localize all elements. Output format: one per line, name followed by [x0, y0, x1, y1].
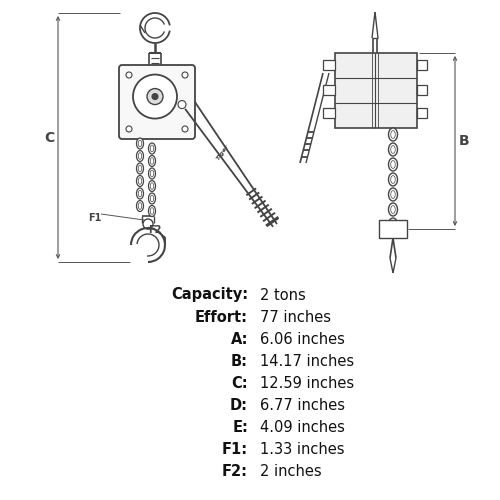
Ellipse shape [391, 160, 395, 168]
Ellipse shape [150, 170, 154, 177]
Ellipse shape [391, 146, 395, 154]
Ellipse shape [388, 188, 398, 201]
Text: D:: D: [230, 398, 248, 412]
Ellipse shape [138, 178, 142, 184]
Circle shape [147, 88, 163, 104]
Bar [323, 85, 335, 95]
Circle shape [152, 94, 158, 100]
Ellipse shape [388, 203, 398, 216]
Text: 6.77 inches: 6.77 inches [260, 398, 345, 412]
Text: F2:: F2: [222, 464, 248, 478]
Circle shape [182, 72, 188, 78]
Ellipse shape [138, 152, 142, 160]
Text: 2 inches: 2 inches [260, 464, 322, 478]
Bar [323, 108, 335, 118]
Ellipse shape [388, 173, 398, 186]
Ellipse shape [150, 145, 154, 152]
Ellipse shape [391, 130, 395, 138]
Circle shape [182, 126, 188, 132]
Text: E:: E: [232, 420, 248, 434]
Circle shape [126, 126, 132, 132]
Ellipse shape [150, 195, 154, 202]
Ellipse shape [138, 140, 142, 147]
Ellipse shape [391, 220, 395, 228]
Ellipse shape [138, 190, 142, 197]
Ellipse shape [148, 206, 156, 216]
Text: 12.59 inches: 12.59 inches [260, 376, 354, 390]
Ellipse shape [388, 128, 398, 141]
Ellipse shape [136, 176, 143, 186]
Circle shape [133, 74, 177, 118]
Ellipse shape [150, 208, 154, 214]
Text: B: B [458, 134, 469, 148]
Text: 6.06 inches: 6.06 inches [260, 332, 345, 346]
Text: F1: F1 [88, 213, 102, 223]
Text: C:: C: [232, 376, 248, 390]
Ellipse shape [391, 176, 395, 184]
Ellipse shape [148, 143, 156, 154]
Ellipse shape [148, 193, 156, 204]
Ellipse shape [136, 188, 143, 199]
Bar [417, 60, 427, 70]
Ellipse shape [388, 218, 398, 231]
Ellipse shape [138, 165, 142, 172]
Text: F1:: F1: [222, 442, 248, 456]
Bar [379, 220, 407, 238]
Ellipse shape [136, 200, 143, 211]
Text: 2 tons: 2 tons [260, 288, 306, 302]
Text: Effort:: Effort: [195, 310, 248, 324]
Ellipse shape [136, 150, 143, 162]
Ellipse shape [150, 182, 154, 190]
Ellipse shape [138, 202, 142, 209]
Bar [323, 60, 335, 70]
Text: 4.09 inches: 4.09 inches [260, 420, 345, 434]
Text: A:: A: [230, 332, 248, 346]
Text: B:: B: [231, 354, 248, 368]
Text: Tiger: Tiger [216, 143, 230, 160]
Bar [335, 53, 417, 128]
Circle shape [143, 219, 153, 229]
Text: 1.33 inches: 1.33 inches [260, 442, 344, 456]
Circle shape [178, 100, 186, 108]
Ellipse shape [148, 180, 156, 192]
Ellipse shape [388, 158, 398, 171]
Ellipse shape [148, 156, 156, 166]
Bar [417, 85, 427, 95]
Text: Capacity:: Capacity: [171, 288, 248, 302]
Ellipse shape [391, 190, 395, 198]
Ellipse shape [136, 138, 143, 149]
Text: 77 inches: 77 inches [260, 310, 331, 324]
Text: F2: F2 [148, 225, 162, 235]
Ellipse shape [148, 168, 156, 179]
Bar [417, 108, 427, 118]
Text: C: C [44, 130, 54, 144]
FancyBboxPatch shape [119, 65, 195, 139]
Ellipse shape [150, 158, 154, 164]
Ellipse shape [391, 206, 395, 214]
Ellipse shape [136, 163, 143, 174]
Text: 14.17 inches: 14.17 inches [260, 354, 354, 368]
Circle shape [126, 72, 132, 78]
Ellipse shape [388, 143, 398, 156]
